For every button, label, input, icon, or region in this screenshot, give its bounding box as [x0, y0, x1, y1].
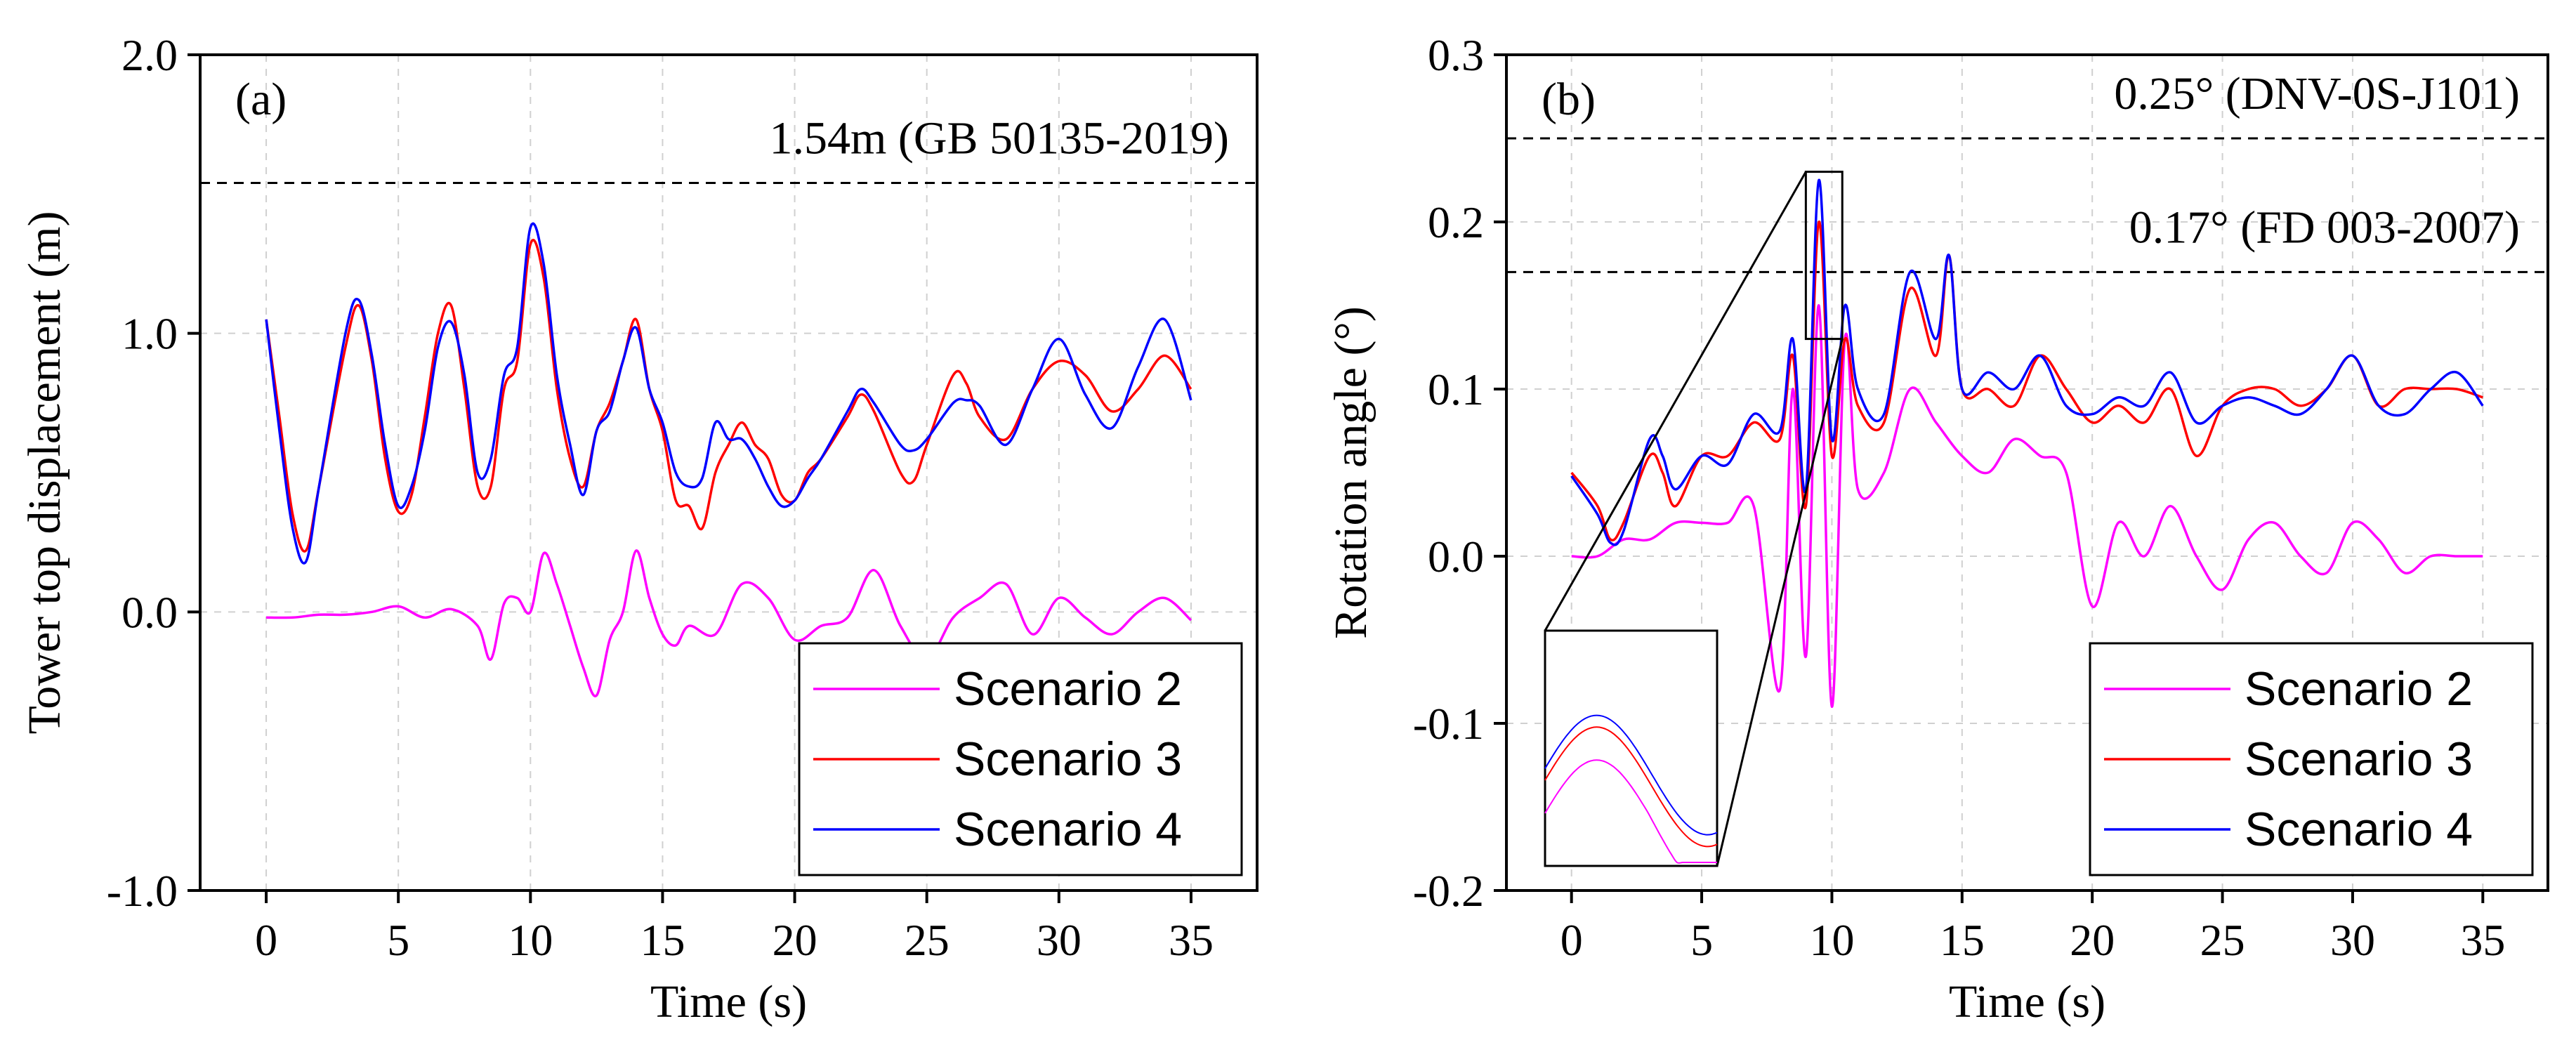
y-tick-label: 0.3	[1428, 30, 1484, 80]
y-tick-label: 0.2	[1428, 197, 1484, 247]
series-line-scenario-3	[1570, 221, 2483, 541]
zoom-window	[1804, 171, 1844, 341]
legend-label: Scenario 4	[954, 803, 1182, 856]
series-group	[1570, 178, 2484, 708]
legend-label: Scenario 4	[2245, 803, 2473, 856]
series-line-scenario-4	[1570, 178, 2484, 546]
zoom-connector	[1544, 171, 1807, 631]
series-line-scenario-3	[265, 239, 1192, 553]
x-axis-label: Time (s)	[1949, 976, 2105, 1027]
panel-label: (b)	[1542, 74, 1596, 125]
panel-a: 1.54m (GB 50135-2019) 0 5 10 15 20 25 30 35 -1.0 0…	[19, 30, 1259, 1027]
x-tick-label: 15	[640, 915, 685, 965]
series-line-scenario-2	[1571, 304, 2483, 708]
y-tick-label: 1.0	[121, 309, 178, 359]
series-group	[265, 222, 1192, 697]
x-tick-label: 35	[1169, 915, 1214, 965]
series-line-scenario-4	[265, 222, 1192, 565]
y-axis-label: Tower top displacement (m)	[19, 211, 70, 735]
reference-label: 0.25° (DNV-0S-J101)	[2114, 68, 2520, 119]
legend: Scenario 2 Scenario 3 Scenario 4	[798, 642, 1243, 876]
y-tick-label: 0.1	[1428, 364, 1484, 414]
legend-label: Scenario 3	[954, 732, 1182, 786]
zoom-inset	[1544, 629, 1719, 867]
zoom-inset-curve	[1544, 726, 1718, 848]
reference-label: 1.54m (GB 50135-2019)	[770, 112, 1229, 164]
x-tick-label: 35	[2460, 915, 2505, 965]
y-axis-label: Rotation angle (°)	[1325, 306, 1376, 639]
axes-frame	[1505, 53, 2549, 892]
x-tick-label: 30	[2330, 915, 2375, 965]
legend: Scenario 2 Scenario 3 Scenario 4	[2089, 642, 2534, 876]
y-tick-label: 0.0	[1428, 532, 1484, 581]
x-tick-label: 25	[2200, 915, 2245, 965]
x-tick-label: 15	[1940, 915, 1985, 965]
legend-label: Scenario 3	[2245, 732, 2473, 786]
series-line-scenario-2	[266, 549, 1192, 697]
x-tick-label: 10	[508, 915, 553, 965]
y-tick-label: -0.1	[1413, 699, 1484, 749]
x-tick-label: 10	[1809, 915, 1854, 965]
legend-label: Scenario 2	[954, 662, 1182, 716]
zoom-inset-curve	[1544, 759, 1717, 864]
x-tick-label: 20	[773, 915, 817, 965]
x-tick-label: 25	[905, 915, 949, 965]
reference-label: 0.17° (FD 003-2007)	[2129, 202, 2520, 253]
x-tick-label: 20	[2070, 915, 2115, 965]
axes-frame	[199, 53, 1259, 892]
x-tick-label: 5	[1690, 915, 1713, 965]
panel-label: (a)	[235, 74, 287, 125]
x-tick-label: 30	[1037, 915, 1082, 965]
x-tick-label: 0	[1560, 915, 1583, 965]
x-tick-label: 5	[387, 915, 409, 965]
y-tick-label: 2.0	[121, 30, 178, 80]
y-tick-label: -1.0	[107, 866, 178, 916]
x-tick-label: 0	[255, 915, 277, 965]
legend-label: Scenario 2	[2245, 662, 2473, 716]
y-tick-label: -0.2	[1413, 866, 1484, 916]
zoom-connector	[1716, 339, 1844, 867]
y-tick-label: 0.0	[121, 587, 178, 637]
panel-b: 0.25° (DNV-0S-J101) 0.17° (FD 003-2007) 0 5…	[1325, 30, 2549, 1027]
x-axis-label: Time (s)	[650, 976, 807, 1027]
zoom-inset-curve	[1544, 714, 1718, 836]
